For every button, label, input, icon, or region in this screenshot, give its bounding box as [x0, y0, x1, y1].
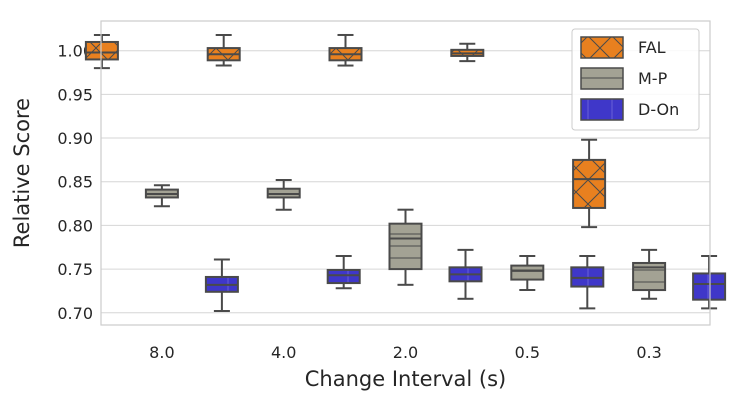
- legend-label-fal: FAL: [638, 38, 666, 57]
- y-tick-label: 1.00: [57, 42, 93, 61]
- box-fal-0.5: [450, 42, 485, 63]
- legend-swatch-m-p: [580, 67, 624, 90]
- box-m-p-0.5: [510, 254, 545, 292]
- x-tick-label: 2.0: [393, 343, 418, 362]
- y-tick-label: 0.90: [57, 129, 93, 148]
- legend: FAL M-P D-On: [571, 28, 700, 131]
- legend-label-m-p: M-P: [638, 69, 668, 88]
- box-body: [510, 264, 545, 281]
- x-tick-labels: 8.0 4.0 2.0 0.5 0.3: [149, 343, 662, 362]
- box-d-on-4.0: [326, 254, 361, 290]
- x-tick-label: 0.3: [636, 343, 661, 362]
- box-body: [388, 222, 423, 271]
- y-tick-label: 0.75: [57, 260, 93, 279]
- box-d-on-2.0: [448, 248, 483, 300]
- x-axis-label: Change Interval (s): [305, 367, 507, 391]
- x-tick-label: 8.0: [149, 343, 174, 362]
- box-body: [692, 272, 727, 301]
- legend-swatch-fal: [580, 36, 624, 59]
- boxes: [84, 33, 727, 313]
- legend-label-d-on: D-On: [638, 100, 679, 119]
- box-body: [326, 268, 361, 285]
- legend-swatch-d-on: [580, 98, 624, 121]
- box-m-p-0.3: [632, 248, 667, 300]
- box-fal-2.0: [328, 33, 363, 67]
- box-m-p-4.0: [266, 178, 301, 211]
- plot-frame: [100, 20, 711, 326]
- box-body: [84, 40, 119, 61]
- box-body: [572, 158, 607, 209]
- x-tick-label: 0.5: [515, 343, 540, 362]
- box-m-p-8.0: [144, 184, 179, 208]
- box-d-on-8.0: [204, 258, 239, 313]
- y-tick-label: 0.70: [57, 304, 93, 323]
- box-fal-0.3: [572, 138, 607, 229]
- box-d-on-0.3: [692, 254, 727, 310]
- x-tick-label: 4.0: [271, 343, 296, 362]
- box-m-p-2.0: [388, 208, 423, 286]
- box-d-on-0.5: [570, 254, 605, 310]
- y-tick-label: 0.95: [57, 85, 93, 104]
- y-tick-label: 0.85: [57, 173, 93, 192]
- y-tick-label: 0.80: [57, 216, 93, 235]
- y-axis-label: Relative Score: [10, 98, 34, 248]
- box-fal-4.0: [206, 33, 241, 67]
- box-fal-8.0: [84, 33, 119, 70]
- y-tick-labels: 0.70 0.75 0.80 0.85 0.90 0.95 1.00: [57, 42, 93, 323]
